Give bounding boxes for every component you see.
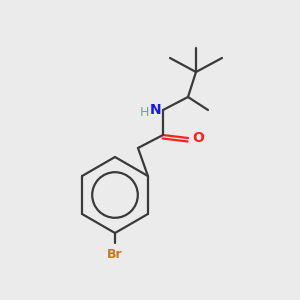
Text: Br: Br — [107, 248, 123, 261]
Text: H: H — [140, 106, 149, 118]
Text: N: N — [149, 103, 161, 117]
Text: O: O — [192, 131, 204, 145]
